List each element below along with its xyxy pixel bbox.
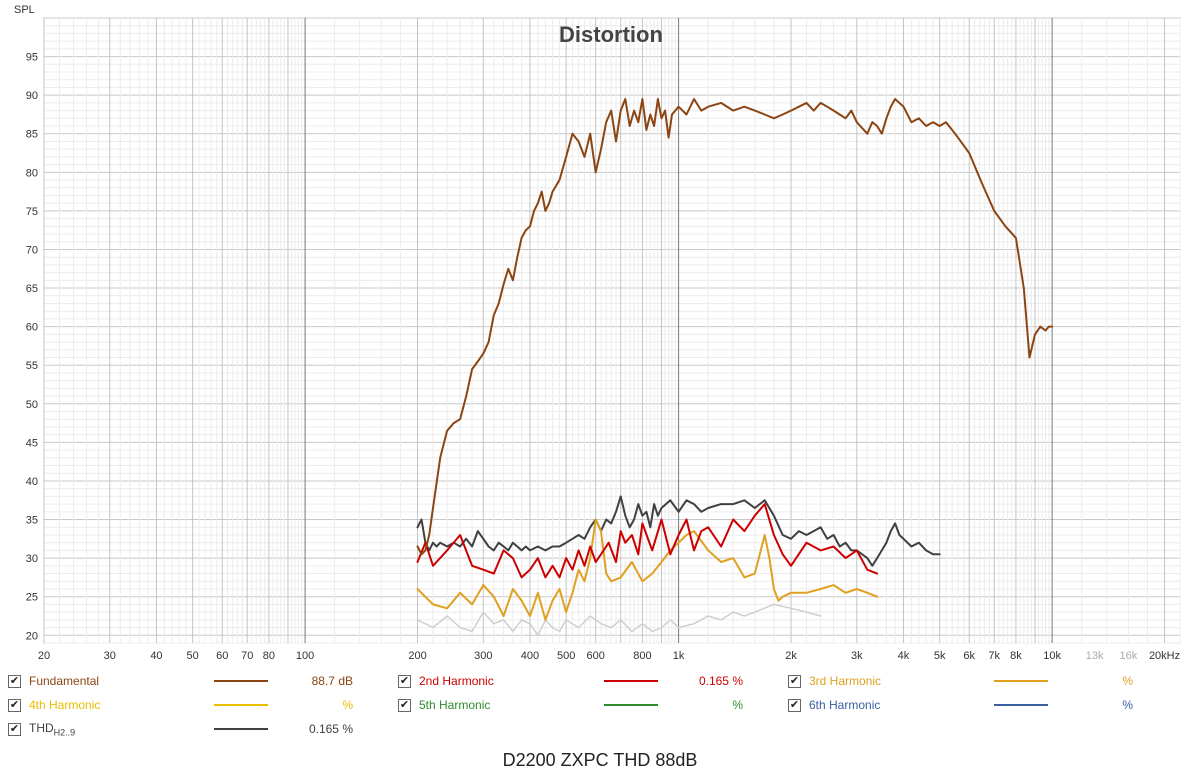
legend-label: 5th Harmonic <box>419 698 491 712</box>
x-tick-label: 30 <box>104 650 116 662</box>
y-tick-label: 25 <box>26 592 38 604</box>
x-tick-label: 6k <box>963 650 975 662</box>
legend-label: 6th Harmonic <box>809 698 881 712</box>
series-line-thd <box>416 495 941 567</box>
legend-swatch <box>214 704 268 706</box>
y-tick-label: 80 <box>26 167 38 179</box>
4th-harmonic-checkbox[interactable]: ✔ <box>8 698 21 712</box>
legend-swatch <box>604 704 658 706</box>
y-tick-label: 55 <box>26 360 38 372</box>
legend-item-thd: ✔ THDH2..9 0.165 % <box>8 719 353 739</box>
x-tick-label: 200 <box>408 650 426 662</box>
legend-value: 0.165 % <box>308 722 353 736</box>
x-tick-label: 800 <box>633 650 651 662</box>
series-line-noise <box>416 603 822 637</box>
y-tick-label: 60 <box>26 322 38 334</box>
x-tick-label: 1k <box>673 650 685 662</box>
5th-harmonic-checkbox[interactable]: ✔ <box>398 698 411 712</box>
grid-lines <box>43 17 1181 644</box>
x-tick-label: 3k <box>851 650 863 662</box>
y-tick-label: 70 <box>26 244 38 256</box>
legend-label: 4th Harmonic <box>29 698 101 712</box>
legend-item-4th-harmonic: ✔ 4th Harmonic % <box>8 695 353 715</box>
y-tick-label: 50 <box>26 399 38 411</box>
legend-value: % <box>342 698 353 712</box>
x-tick-label: 5k <box>934 650 946 662</box>
x-tick-label: 600 <box>587 650 605 662</box>
legend-label: 2nd Harmonic <box>419 674 494 688</box>
legend-value: % <box>1122 698 1133 712</box>
y-tick-label: 35 <box>26 515 38 527</box>
x-tick-label: 13k <box>1086 650 1104 662</box>
legend-label: Fundamental <box>29 674 100 688</box>
legend-value: % <box>1122 674 1133 688</box>
y-tick-label: 90 <box>26 90 38 102</box>
6th-harmonic-checkbox[interactable]: ✔ <box>788 698 801 712</box>
x-tick-label: 300 <box>474 650 492 662</box>
x-tick-label: 16k <box>1119 650 1137 662</box>
x-tick-label: 500 <box>557 650 575 662</box>
series-line-2nd-harmonic <box>416 503 879 579</box>
legend-label: THDH2..9 <box>29 721 214 737</box>
x-tick-label: 8k <box>1010 650 1022 662</box>
x-tick-label: 80 <box>263 650 275 662</box>
x-tick-label: 20 <box>38 650 50 662</box>
legend-value: 88.7 dB <box>311 674 353 688</box>
legend-item-2nd-harmonic: ✔ 2nd Harmonic 0.165 % <box>398 671 743 691</box>
y-tick-label: 65 <box>26 283 38 295</box>
legend-swatch <box>994 704 1048 706</box>
x-tick-label: 70 <box>241 650 253 662</box>
thd-checkbox[interactable]: ✔ <box>8 722 21 736</box>
legend-item-3rd-harmonic: ✔ 3rd Harmonic % <box>788 671 1133 691</box>
tick-labels: 20 25 30 35 40 45 50 55 60 65 70 75 80 85 90 95 20 30 40 50… <box>26 52 1180 662</box>
x-tick-label: 400 <box>521 650 539 662</box>
x-tick-label: 40 <box>150 650 162 662</box>
x-tick-label: 20kHz <box>1149 650 1180 662</box>
legend-item-6th-harmonic: ✔ 6th Harmonic % <box>788 695 1133 715</box>
series-line-fundamental <box>416 98 1054 556</box>
y-tick-label: 30 <box>26 553 38 565</box>
chart-caption: D2200 ZXPC THD 88dB <box>502 750 698 770</box>
legend-swatch <box>214 680 268 682</box>
x-tick-label: 4k <box>898 650 910 662</box>
x-tick-label: 10k <box>1043 650 1061 662</box>
y-axis-label: SPL <box>14 4 35 16</box>
y-tick-label: 95 <box>26 52 38 64</box>
y-tick-label: 75 <box>26 206 38 218</box>
thd-label: THD <box>29 720 54 735</box>
legend-value: 0.165 % <box>698 674 743 688</box>
fundamental-checkbox[interactable]: ✔ <box>8 674 21 688</box>
thd-subscript: H2..9 <box>53 727 76 738</box>
legend-label: 3rd Harmonic <box>809 674 882 688</box>
series-line-3rd-harmonic <box>416 518 879 621</box>
chart-title: Distortion <box>559 22 663 47</box>
distortion-chart: 20 25 30 35 40 45 50 55 60 65 70 75 80 85 90 95 20 30 40 50… <box>14 4 1181 662</box>
legend-swatch <box>994 680 1048 682</box>
y-tick-label: 40 <box>26 476 38 488</box>
x-tick-label: 60 <box>216 650 228 662</box>
y-tick-label: 45 <box>26 437 38 449</box>
series-lines <box>416 98 1054 637</box>
y-tick-label: 20 <box>26 630 38 642</box>
3rd-harmonic-checkbox[interactable]: ✔ <box>788 674 801 688</box>
legend-item-5th-harmonic: ✔ 5th Harmonic % <box>398 695 743 715</box>
legend-item-fundamental: ✔ Fundamental 88.7 dB <box>8 671 353 691</box>
x-tick-label: 100 <box>296 650 314 662</box>
legend-swatch <box>604 680 658 682</box>
x-tick-label: 2k <box>785 650 797 662</box>
y-tick-label: 85 <box>26 129 38 141</box>
x-tick-label: 50 <box>187 650 199 662</box>
legend-value: % <box>732 698 743 712</box>
2nd-harmonic-checkbox[interactable]: ✔ <box>398 674 411 688</box>
legend-swatch <box>214 728 268 730</box>
x-tick-label: 7k <box>988 650 1000 662</box>
